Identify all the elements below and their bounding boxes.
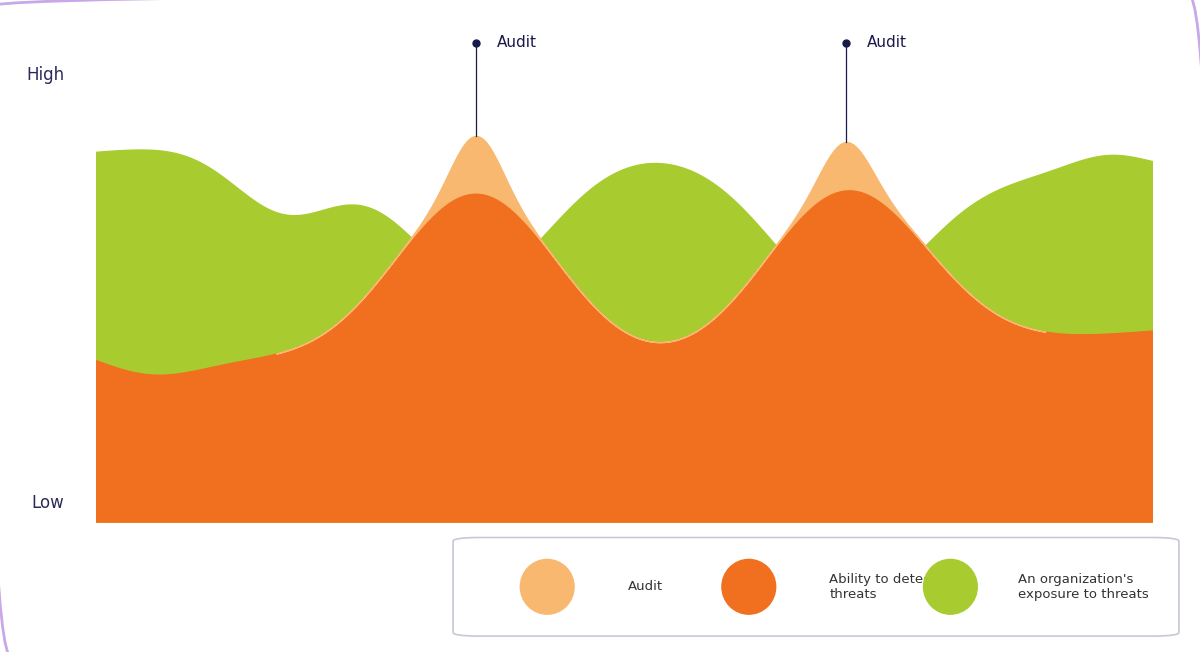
Text: Audit: Audit <box>628 580 662 593</box>
Text: Ability to detect
threats: Ability to detect threats <box>829 573 936 600</box>
Text: Low: Low <box>31 494 65 512</box>
Text: Time: Time <box>1138 541 1178 558</box>
Text: An organization's
exposure to threats: An organization's exposure to threats <box>1018 573 1148 600</box>
Text: High: High <box>26 67 65 84</box>
Ellipse shape <box>521 559 574 614</box>
Text: Audit: Audit <box>866 35 907 50</box>
Text: Audit: Audit <box>497 35 538 50</box>
Ellipse shape <box>722 559 775 614</box>
FancyBboxPatch shape <box>454 537 1178 636</box>
Ellipse shape <box>924 559 977 614</box>
